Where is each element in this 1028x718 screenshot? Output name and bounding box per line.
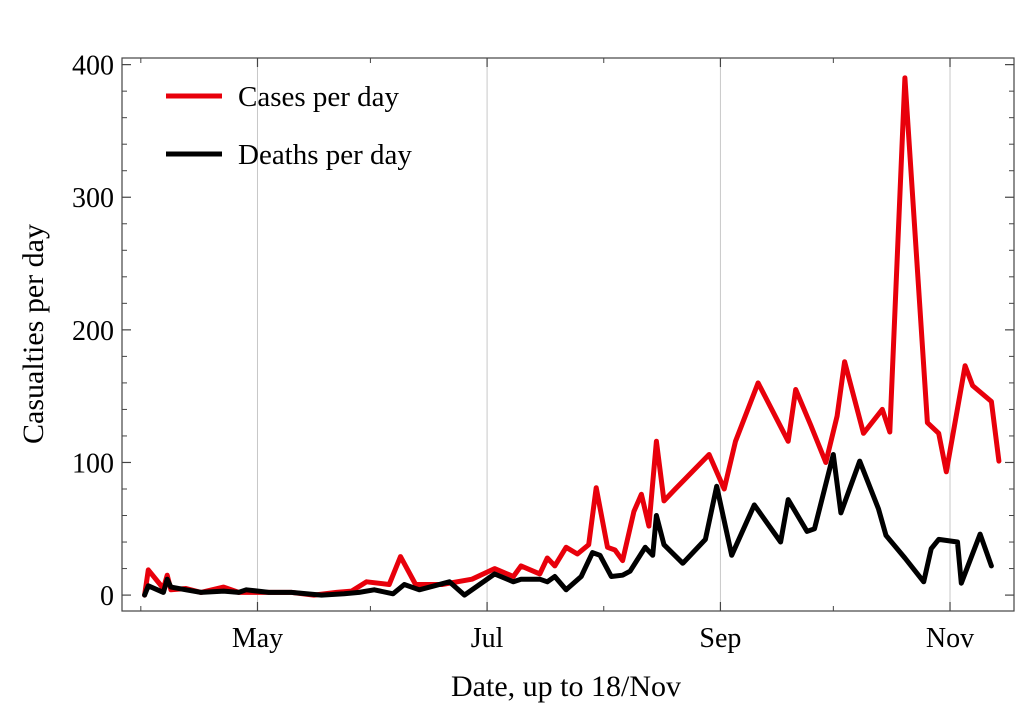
- y-tick-label: 200: [72, 316, 114, 347]
- legend-label-deaths: Deaths per day: [238, 139, 412, 171]
- y-tick-label: 300: [72, 183, 114, 214]
- tick-labels: May Jul Sep Nov 0 100 200 300 400: [72, 51, 974, 654]
- x-tick-label: Sep: [699, 623, 741, 654]
- axis-ticks: [122, 58, 1014, 611]
- legend-label-cases: Cases per day: [238, 81, 400, 113]
- y-tick-label: 0: [100, 581, 114, 612]
- x-tick-label: Jul: [471, 623, 504, 654]
- y-tick-label: 400: [72, 51, 114, 82]
- y-tick-label: 100: [72, 448, 114, 479]
- legend: Cases per day Deaths per day: [166, 81, 412, 171]
- x-tick-label: May: [232, 623, 283, 654]
- plot-series: [142, 75, 1002, 598]
- plot-frame: [121, 57, 1015, 612]
- series-line-deaths: [142, 452, 994, 598]
- x-axis-title: Date, up to 18/Nov: [451, 670, 681, 703]
- grid-lines: [256, 58, 951, 611]
- x-tick-label: Nov: [926, 623, 974, 654]
- y-axis-title: Casualties per day: [17, 224, 50, 444]
